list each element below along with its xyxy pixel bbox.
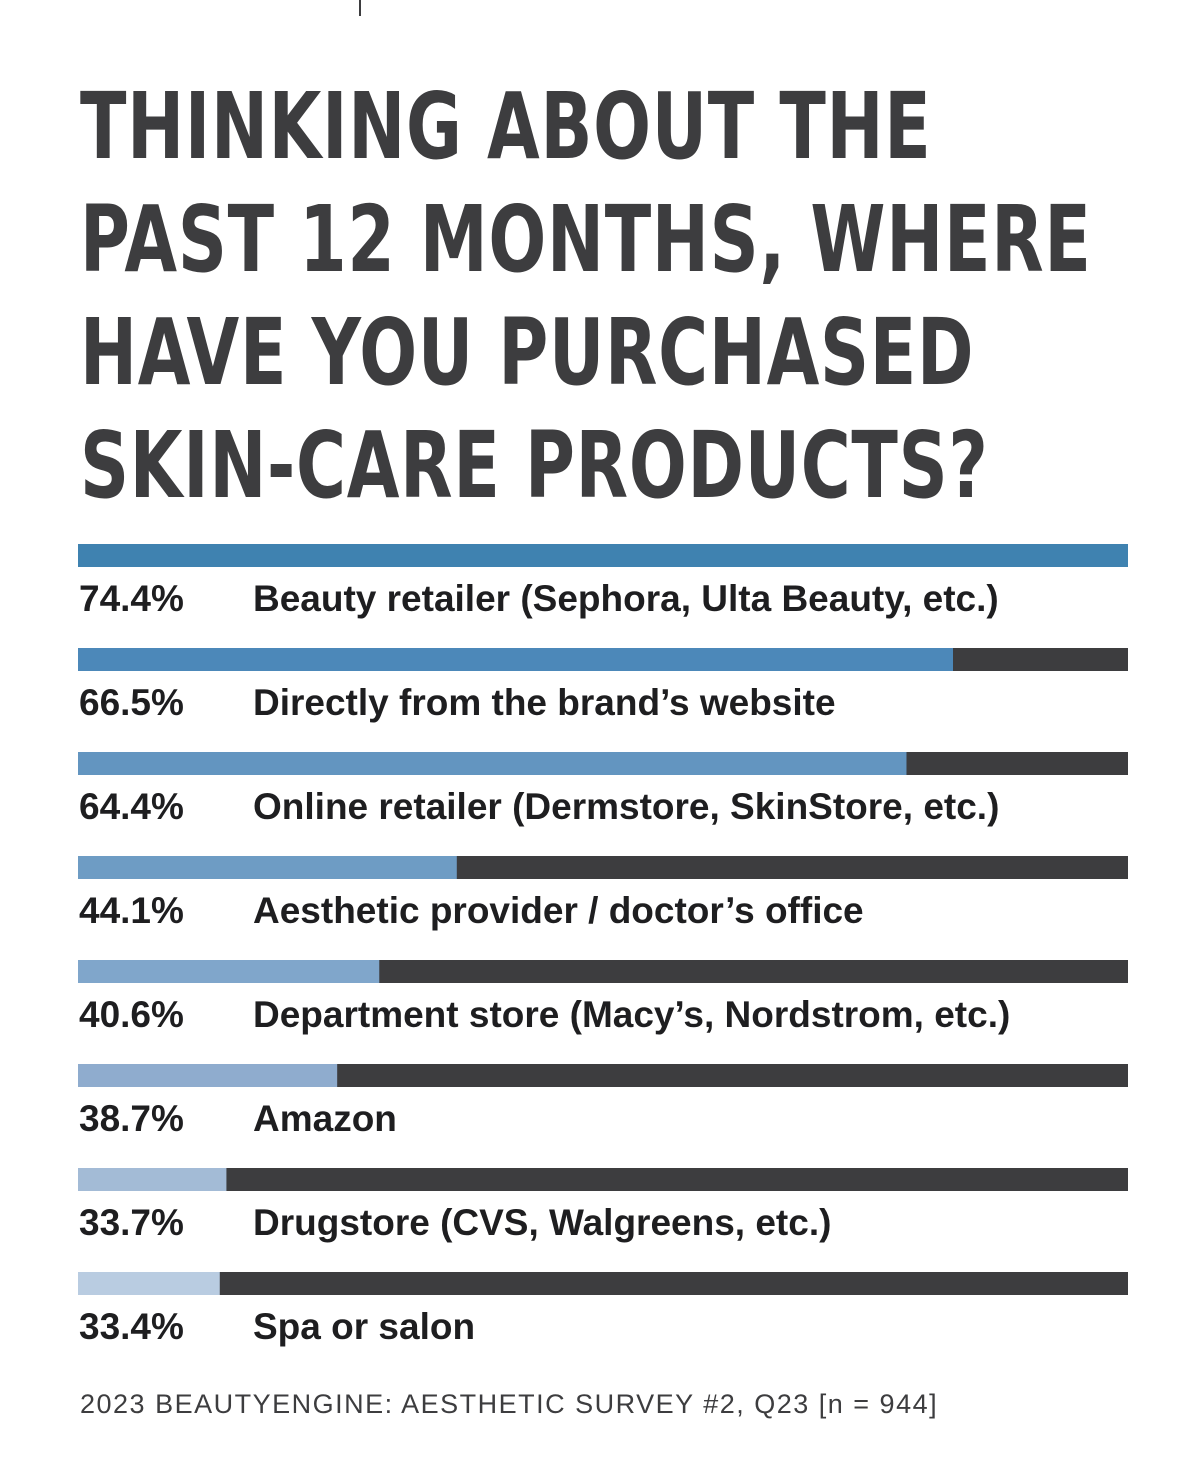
category-label-5: Department store (Macy’s, Nordstrom, etc… (253, 994, 1010, 1035)
bar-5 (78, 960, 380, 983)
category-label-8: Spa or salon (253, 1306, 475, 1347)
bar-3 (78, 752, 907, 775)
bar-track-7 (78, 1168, 1128, 1191)
category-label-4: Aesthetic provider / doctor’s office (253, 890, 864, 931)
bar-7 (78, 1168, 227, 1191)
title-line-4: SKIN-CARE PRODUCTS? (80, 412, 989, 519)
bar-8 (78, 1272, 220, 1295)
bar-track-6 (78, 1064, 1128, 1087)
bar-4 (78, 856, 457, 879)
bar-1 (78, 544, 1128, 567)
category-label-7: Drugstore (CVS, Walgreens, etc.) (253, 1202, 831, 1243)
category-label-6: Amazon (253, 1098, 397, 1139)
category-label-2: Directly from the brand’s website (253, 682, 836, 723)
value-label-1: 74.4% (79, 578, 184, 619)
category-label-1: Beauty retailer (Sephora, Ulta Beauty, e… (253, 578, 999, 619)
value-label-8: 33.4% (79, 1306, 184, 1347)
value-label-5: 40.6% (79, 994, 184, 1035)
source-note: 2023 BEAUTYENGINE: AESTHETIC SURVEY #2, … (80, 1389, 939, 1419)
value-label-3: 64.4% (79, 786, 184, 827)
bar-track-8 (78, 1272, 1128, 1295)
category-label-3: Online retailer (Dermstore, SkinStore, e… (253, 786, 999, 827)
value-label-2: 66.5% (79, 682, 184, 723)
bar-2 (78, 648, 953, 671)
value-label-6: 38.7% (79, 1098, 184, 1139)
bar-6 (78, 1064, 338, 1087)
value-label-4: 44.1% (79, 890, 184, 931)
value-label-7: 33.7% (79, 1202, 184, 1243)
top-tick-mark (359, 0, 361, 16)
title-line-1: THINKING ABOUT THE (80, 73, 932, 180)
title-line-3: HAVE YOU PURCHASED (80, 299, 975, 406)
